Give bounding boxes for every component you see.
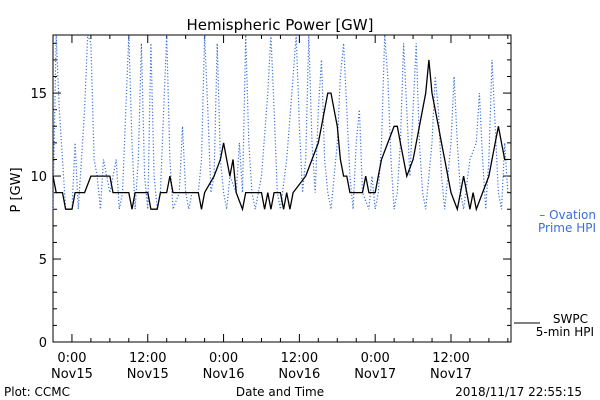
x-tick-label-day: Nov15 (127, 367, 169, 382)
y-tick-label: 5 (39, 253, 47, 268)
legend-swpc-line2: 5-min HPI (536, 325, 594, 339)
x-axis-ticks: 0:00Nov1512:00Nov150:00Nov1612:00Nov160:… (51, 35, 509, 382)
legend-swpc: SWPC 5-min HPI (514, 312, 594, 339)
series-line-ovation-prime (52, 34, 509, 210)
series-line-swpc-5min (52, 59, 508, 212)
x-tick-label-time: 12:00 (129, 351, 166, 366)
plot-frame (52, 34, 512, 343)
x-tick-label-day: Nov17 (354, 367, 396, 382)
x-tick-label-time: 12:00 (432, 351, 469, 366)
legend-swpc-line1: SWPC (553, 312, 588, 326)
y-tick-label: 0 (39, 336, 47, 351)
footer-plot-credit: Plot: CCMC (4, 385, 70, 399)
legend-ovation-line1: – Ovation (539, 208, 596, 222)
x-tick-label-time: 0:00 (209, 351, 238, 366)
x-tick-label-time: 0:00 (361, 351, 390, 366)
series-layer (52, 34, 509, 212)
legend-ovation: – Ovation Prime HPI (538, 208, 596, 235)
footer-timestamp: 2018/11/17 22:55:15 (455, 385, 582, 399)
x-tick-label-time: 0:00 (57, 351, 86, 366)
x-tick-label-day: Nov15 (51, 367, 93, 382)
x-axis-label: Date and Time (236, 385, 324, 399)
y-tick-label: 10 (30, 170, 47, 185)
y-axis-label: P [GW] (9, 167, 24, 212)
y-tick-label: 15 (30, 87, 47, 102)
legend-ovation-line2: Prime HPI (538, 221, 596, 235)
chart-title: Hemispheric Power [GW] (187, 16, 374, 34)
x-tick-label-day: Nov16 (203, 367, 245, 382)
x-tick-label-day: Nov17 (430, 367, 472, 382)
y-axis-ticks: 0 5 10 15 (30, 42, 511, 351)
x-tick-label-day: Nov16 (278, 367, 320, 382)
x-tick-label-time: 12:00 (281, 351, 318, 366)
